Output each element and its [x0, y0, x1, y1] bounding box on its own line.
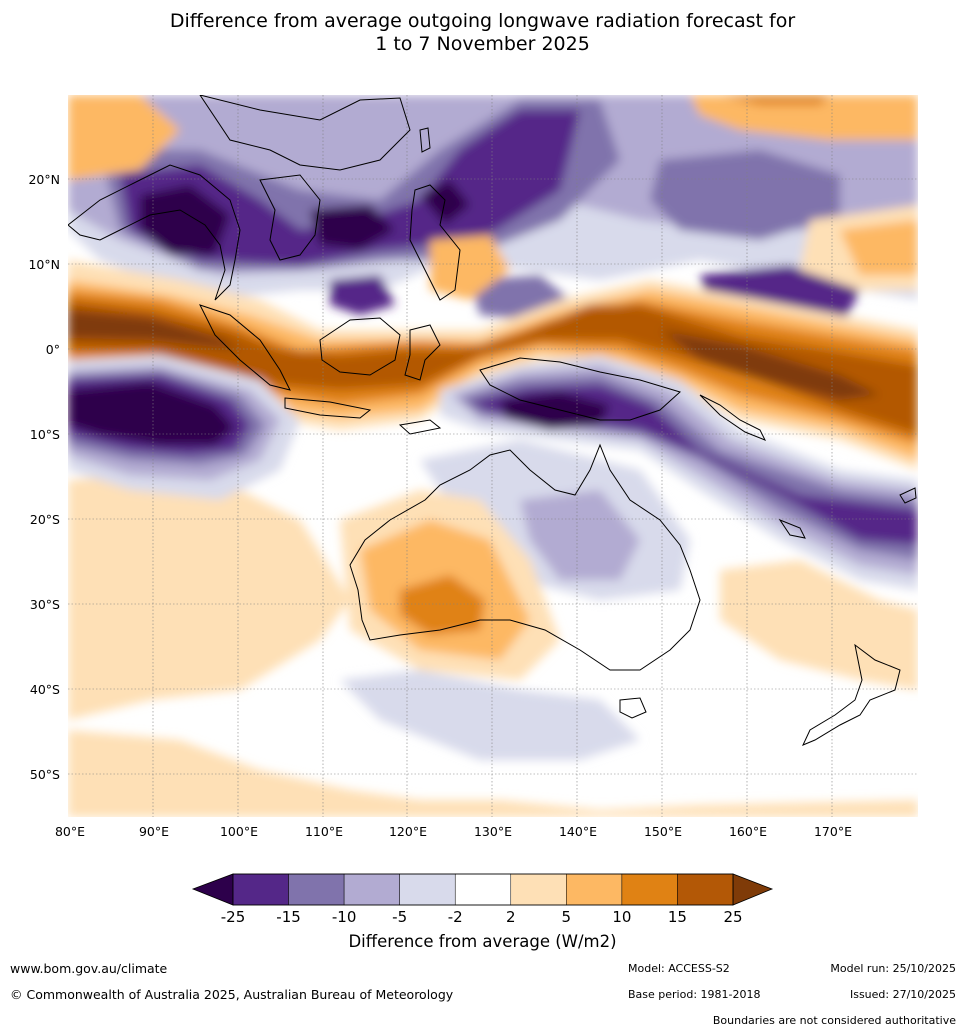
lat-label-10s: 10°S: [30, 427, 60, 442]
title-line-2: 1 to 7 November 2025: [375, 33, 590, 55]
colorbar-bin-8: [677, 873, 734, 906]
anomaly-field: [68, 95, 918, 817]
graticule: [68, 95, 918, 817]
new-guinea-coastline: [479, 357, 681, 421]
pacific-islands: [699, 394, 917, 539]
java-coastline: [284, 397, 372, 419]
longitude-labels: 80°E 90°E 100°E 110°E 120°E 130°E 140°E …: [55, 824, 852, 839]
borneo-coastline: [319, 317, 401, 376]
colorbar-bin-6: [566, 873, 623, 906]
lat-label-40s: 40°S: [30, 682, 60, 697]
footer-disclaimer: Boundaries are not considered authoritat…: [712, 1014, 956, 1027]
china-coastline: [199, 95, 411, 171]
colorbar-bin-0: [232, 873, 289, 906]
lon-label-110e: 110°E: [305, 824, 343, 839]
footer-issued: Issued: 27/10/2025: [849, 988, 956, 1001]
lat-label-30s: 30°S: [30, 597, 60, 612]
footer-model: Model: ACCESS-S2: [628, 962, 730, 975]
sumatra-coastline: [199, 304, 291, 391]
lon-label-150e: 150°E: [644, 824, 682, 839]
colorbar-bin-5: [510, 873, 567, 906]
colorbar-below-min-triangle: [191, 873, 234, 906]
colorbar-bin-4: [454, 873, 512, 906]
lon-label-130e: 130°E: [474, 824, 512, 839]
lat-label-20s: 20°S: [30, 512, 60, 527]
colorbar-above-max-triangle: [732, 873, 774, 906]
colorbar-bin-7: [621, 873, 678, 906]
footer-base-period: Base period: 1981-2018: [628, 988, 761, 1001]
colorbar-outline: [232, 873, 734, 906]
lon-label-160e: 160°E: [729, 824, 767, 839]
footer-copyright: © Commonwealth of Australia 2025, Austra…: [10, 987, 454, 1002]
timor-coastline: [398, 419, 442, 435]
colorbar-tick-label: 5: [562, 908, 572, 926]
map-title: Difference from average outgoing longwav…: [0, 10, 965, 56]
colorbar-tick-label: 15: [668, 908, 687, 926]
footer-website: www.bom.gov.au/climate: [10, 961, 168, 976]
colorbar-bin-1: [288, 873, 345, 906]
title-line-1: Difference from average outgoing longwav…: [169, 10, 796, 32]
mainland-se-asia-coastline: [68, 164, 241, 301]
philippines-coastline: [409, 184, 461, 301]
tasmania-coastline: [619, 697, 647, 719]
new-zealand-coastline: [802, 643, 901, 746]
indochina-coastline: [259, 174, 321, 261]
colorbar-bin-2: [343, 873, 400, 906]
sulawesi-coastline: [404, 324, 441, 381]
colorbar-tick-label: -5: [392, 908, 407, 926]
lon-label-140e: 140°E: [559, 824, 597, 839]
taiwan-coastline: [419, 127, 431, 153]
lat-label-50s: 50°S: [30, 767, 60, 782]
colorbar-tick-label: -2: [448, 908, 463, 926]
lon-label-100e: 100°E: [220, 824, 258, 839]
coastlines: [68, 95, 901, 746]
colorbar-label: Difference from average (W/m2): [348, 932, 617, 951]
footer-model-run: Model run: 25/10/2025: [830, 962, 956, 975]
lat-label-20n: 20°N: [28, 172, 60, 187]
lon-label-120e: 120°E: [389, 824, 427, 839]
colorbar-bin-3: [399, 873, 456, 906]
lon-label-80e: 80°E: [55, 824, 85, 839]
colorbar: -25 -15 -10 -5 -2 2 5 10 15 25: [191, 873, 774, 926]
latitude-labels: 20°N 10°N 0° 10°S 20°S 30°S 40°S 50°S: [28, 172, 60, 782]
lon-label-170e: 170°E: [814, 824, 852, 839]
colorbar-tick-label: 10: [612, 908, 631, 926]
colorbar-tick-label: 2: [506, 908, 516, 926]
lat-label-0: 0°: [46, 342, 60, 357]
lon-label-90e: 90°E: [139, 824, 169, 839]
colorbar-tick-label: -10: [332, 908, 357, 926]
colorbar-tick-label: -15: [276, 908, 301, 926]
australia-coastline: [349, 443, 701, 671]
colorbar-tick-label: 25: [723, 908, 742, 926]
colorbar-tick-label: -25: [221, 908, 246, 926]
lat-label-10n: 10°N: [28, 257, 60, 272]
